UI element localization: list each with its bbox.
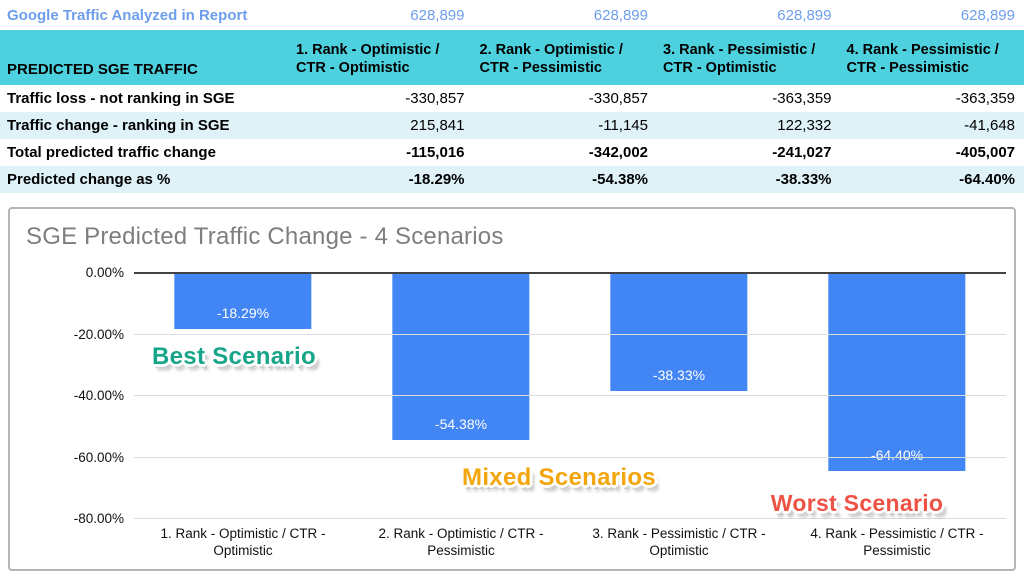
column-header-scenario-4: 4. Rank - Pessimistic / CTR - Pessimisti… (840, 30, 1024, 85)
annotation-worst-scenario: Worst Scenario (770, 490, 944, 516)
cell-value: -11,145 (473, 112, 657, 139)
gridline (134, 518, 1006, 519)
table-row-google-traffic: Google Traffic Analyzed in Report 628,89… (0, 0, 1024, 30)
cell-value: -405,007 (955, 144, 1015, 161)
row-label: Traffic loss - not ranking in SGE (7, 90, 235, 107)
chart-band: -54.38% (352, 272, 570, 518)
bar-value-label: -38.33% (652, 366, 706, 383)
cell-value: -363,359 (772, 90, 832, 107)
y-tick-label: -80.00% (73, 511, 124, 526)
cell-value: -342,002 (588, 144, 648, 161)
bar-value-label: -64.40% (870, 447, 924, 464)
google-traffic-value: 628,899 (593, 6, 648, 24)
table-row-total-change: Total predicted traffic change -115,016 … (0, 139, 1024, 166)
cell-value: -41,648 (840, 112, 1024, 139)
cell-value: -38.33% (657, 166, 841, 193)
google-traffic-value: 628,899 (777, 6, 832, 24)
predicted-sge-traffic-table: Google Traffic Analyzed in Report 628,89… (0, 0, 1024, 193)
cell-value: -330,857 (588, 90, 648, 107)
gridline (134, 456, 1006, 458)
y-tick-label: -40.00% (73, 388, 124, 403)
chart-band: -64.40% (788, 272, 1006, 518)
sge-bar-chart: SGE Predicted Traffic Change - 4 Scenari… (8, 207, 1016, 571)
y-tick-label: -60.00% (73, 449, 124, 465)
table-header-row: PREDICTED SGE TRAFFIC 1. Rank - Optimist… (0, 30, 1024, 85)
row-label: Traffic change - ranking in SGE (0, 112, 290, 139)
cell-value: -363,359 (955, 90, 1015, 107)
google-traffic-value: 628,899 (960, 6, 1015, 24)
cell-value: 215,841 (290, 112, 474, 139)
gridline (134, 272, 1006, 274)
chart-plot-area: -18.29% -54.38% -38.33% -64.40% (134, 272, 1006, 519)
chart-bars: -18.29% -54.38% -38.33% -64.40% (134, 272, 1006, 518)
gridline (134, 395, 1006, 396)
annotation-best-scenario: Best Scenario (152, 343, 316, 370)
x-axis-label: 2. Rank - Optimistic / CTR - Pessimistic (378, 526, 544, 558)
bar-value-label: -18.29% (216, 305, 270, 322)
y-tick-label: -20.00% (73, 326, 124, 342)
column-header-scenario-1: 1. Rank - Optimistic / CTR - Optimistic (290, 30, 474, 85)
column-header-scenario-2: 2. Rank - Optimistic / CTR - Pessimistic (473, 30, 657, 85)
chart-band: -18.29% (134, 272, 352, 518)
bar-scenario-2: -54.38% (392, 273, 530, 441)
google-traffic-value: 628,899 (410, 6, 465, 24)
table-title: PREDICTED SGE TRAFFIC (0, 30, 290, 85)
chart-x-axis: 1. Rank - Optimistic / CTR - Optimistic 2… (134, 526, 1006, 560)
google-traffic-label: Google Traffic Analyzed in Report (7, 6, 248, 24)
chart-title: SGE Predicted Traffic Change - 4 Scenari… (26, 223, 504, 250)
annotation-mixed-scenarios: Mixed Scenarios (462, 464, 656, 491)
gridline (134, 333, 1006, 335)
bar-scenario-3: -38.33% (610, 273, 748, 391)
cell-value: -241,027 (772, 144, 832, 161)
bar-value-label: -54.38% (434, 416, 488, 433)
chart-band: -38.33% (570, 272, 788, 518)
column-header-scenario-3: 3. Rank - Pessimistic / CTR - Optimistic (657, 30, 841, 85)
cell-value: -18.29% (290, 166, 474, 193)
table-row-traffic-change: Traffic change - ranking in SGE 215,841 … (0, 112, 1024, 139)
cell-value: -54.38% (473, 166, 657, 193)
row-label: Predicted change as % (0, 166, 290, 193)
cell-value: -64.40% (840, 166, 1024, 193)
bar-scenario-1: -18.29% (174, 273, 312, 330)
cell-value: -330,857 (405, 90, 465, 107)
table-row-traffic-loss: Traffic loss - not ranking in SGE -330,8… (0, 85, 1024, 112)
x-axis-label: 1. Rank - Optimistic / CTR - Optimistic (160, 526, 326, 558)
table-row-change-percent: Predicted change as % -18.29% -54.38% -3… (0, 166, 1024, 193)
bar-scenario-4: -64.40% (828, 273, 966, 472)
x-axis-label: 3. Rank - Pessimistic / CTR - Optimistic (592, 526, 766, 558)
cell-value: 122,332 (657, 112, 841, 139)
row-label: Total predicted traffic change (7, 144, 216, 161)
cell-value: -115,016 (406, 144, 465, 161)
y-tick-label: 0.00% (85, 265, 124, 280)
x-axis-label: 4. Rank - Pessimistic / CTR - Pessimisti… (810, 526, 984, 558)
